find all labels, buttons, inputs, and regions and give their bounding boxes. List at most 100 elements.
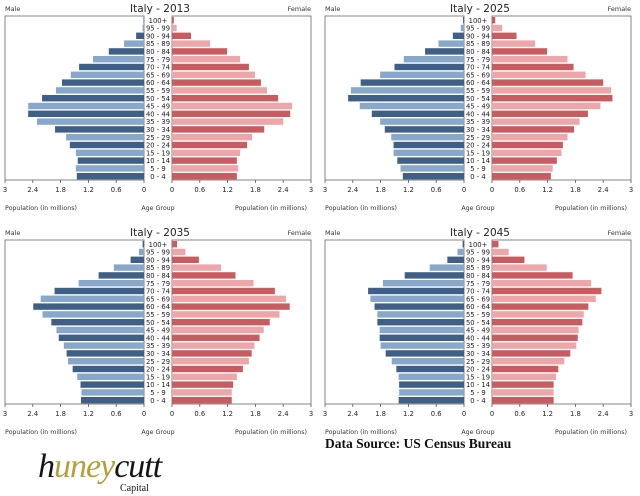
male-bar [377,319,464,326]
female-bar [492,126,575,133]
male-axis-label: Population (in millions) [5,205,77,212]
age-group-label: 80 - 84 [466,48,490,56]
age-group-label: 5 - 9 [150,389,165,397]
male-bar [391,134,464,141]
female-bar [492,381,554,388]
female-bar [492,311,584,318]
male-bar [374,303,464,310]
female-bar [172,102,293,110]
male-x-tick-label: 1.2 [83,410,94,418]
female-bar [172,350,252,357]
male-x-tick-label: 1.8 [55,186,66,194]
male-bar [438,40,464,47]
female-label: Female [287,5,311,13]
age-group-label: 25 - 29 [466,358,490,366]
age-group-label: 30 - 34 [466,350,490,358]
male-bar [397,157,464,164]
male-bar [379,334,464,341]
male-label: Male [325,5,340,13]
female-bar [172,287,275,295]
female-bar [172,389,232,396]
male-bar [113,264,144,271]
female-bar [492,272,573,279]
chart-title: Italy - 2025 [450,3,510,15]
male-bar [28,110,145,117]
age-group-label: 50 - 54 [466,95,490,103]
male-bar [55,126,144,133]
male-bar [79,63,144,71]
male-bar [66,350,144,357]
female-bar [172,373,237,380]
male-label: Male [5,229,20,237]
male-bar [77,373,144,380]
age-group-label: 60 - 64 [146,79,170,87]
age-group-label: 25 - 29 [466,134,490,142]
male-bar [359,102,464,110]
female-bar [492,48,548,55]
female-bar [492,95,613,102]
male-bar [142,241,144,248]
female-label: Female [607,5,631,13]
female-x-tick-label: 1.2 [542,410,553,418]
female-bar [172,365,243,373]
female-bar [172,272,236,279]
female-bar [172,334,260,341]
age-group-label: 15 - 19 [466,149,490,157]
age-group-label: 100+ [149,241,168,249]
female-x-tick-label: 0 [490,410,494,418]
male-bar [403,56,464,63]
male-bar [63,342,144,349]
age-group-label: 70 - 74 [146,288,170,296]
age-group-label: 65 - 69 [146,295,170,303]
female-bar [172,141,248,149]
female-bar [492,134,568,141]
male-bar [429,264,464,271]
female-bar [172,311,280,318]
company-logo: huneycutt Capital [38,450,162,496]
female-bar [172,280,254,287]
female-axis-label: Population (in millions) [235,205,307,212]
male-x-tick-label: 2.4 [27,186,38,194]
female-axis-label: Population (in millions) [555,205,627,212]
male-bar [66,134,144,141]
age-group-label: 35 - 39 [466,118,490,126]
female-bar [492,118,580,125]
female-x-tick-label: 1.2 [542,186,553,194]
male-bar [69,141,144,149]
age-group-label: 85 - 89 [466,264,490,272]
age-group-label: 30 - 34 [146,350,170,358]
male-bar [385,350,464,357]
male-x-tick-label: 0 [142,410,146,418]
female-bar [492,102,601,110]
female-x-tick-label: 0.6 [194,186,205,194]
age-group-label: 55 - 59 [466,87,490,95]
male-bar [77,157,144,164]
female-bar [172,319,270,326]
female-bar [492,149,562,156]
female-x-tick-label: 1.8 [250,410,261,418]
age-group-label: 40 - 44 [146,110,170,118]
age-group-label: 20 - 24 [466,366,490,374]
female-bar [172,149,241,156]
pyramid-panel-2013: Italy - 2013 Male Female 100+ 95 - 99 90 - 94… [0,0,320,225]
female-x-tick-label: 3 [629,186,633,194]
male-bar [136,32,144,39]
male-x-tick-label: 0 [462,410,466,418]
male-bar [377,311,464,318]
age-group-label: 70 - 74 [466,64,490,72]
male-x-tick-label: 3 [323,186,327,194]
female-bar [172,71,255,78]
female-x-tick-label: 2.4 [598,410,609,418]
pyramid-panel-2025: Italy - 2025 Male Female 100+ 95 - 99 90 - 94… [320,0,640,225]
female-bar [492,24,503,32]
female-bar [492,326,579,334]
male-bar [380,118,464,125]
male-bar [348,95,464,102]
age-group-label: 80 - 84 [146,272,170,280]
age-group-label: 0 - 4 [150,173,165,181]
age-group-label: 75 - 79 [146,56,170,64]
age-group-label: 65 - 69 [466,295,490,303]
